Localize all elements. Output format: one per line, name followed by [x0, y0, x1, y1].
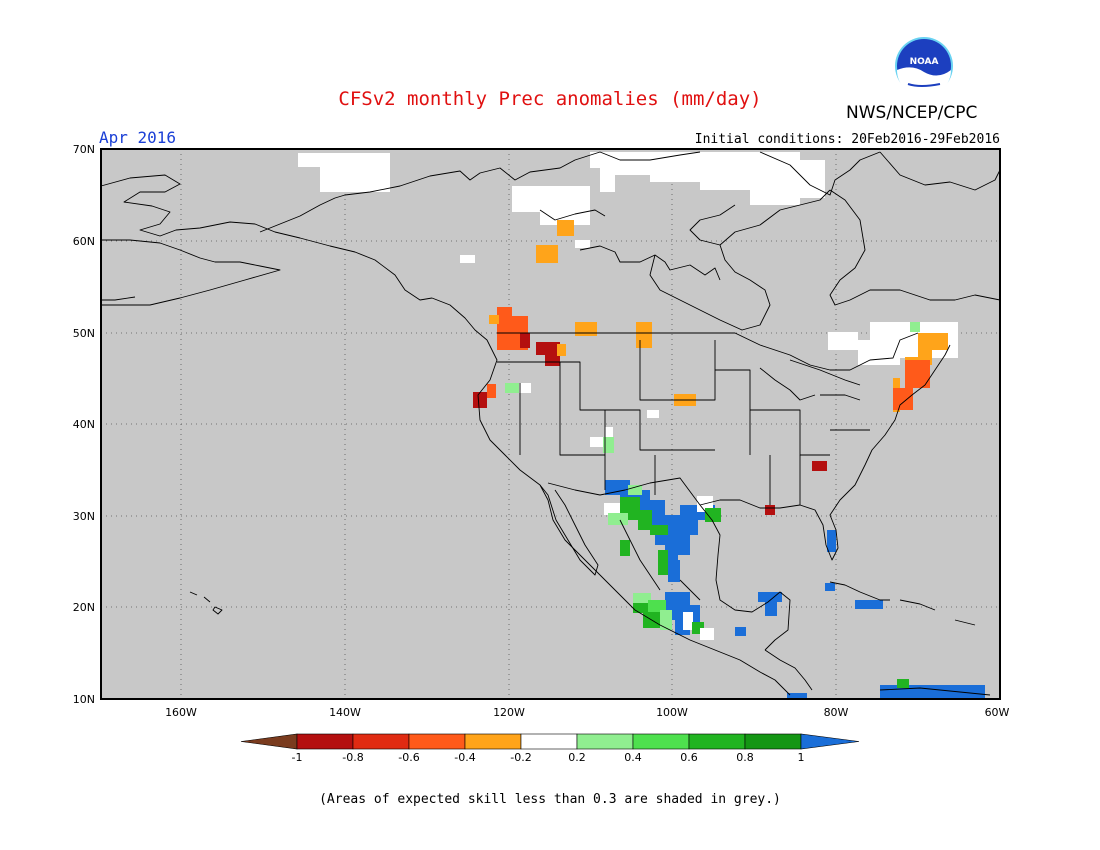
lat-label: 30N [73, 510, 95, 523]
lat-label: 50N [73, 327, 95, 340]
colorbar-tick-label: 0.6 [680, 751, 698, 764]
gridlines [101, 149, 1000, 699]
colorbar-tick-label: -0.4 [454, 751, 475, 764]
colorbar-swatch [688, 733, 746, 750]
noaa-logo: NOAA [895, 37, 953, 97]
lat-label: 60N [73, 235, 95, 248]
colorbar-tick-label: 1 [798, 751, 805, 764]
colorbar-swatch [632, 733, 690, 750]
lon-label: 80W [824, 706, 849, 719]
colorbar-tick-label: 0.4 [624, 751, 642, 764]
colorbar-swatch [520, 733, 578, 750]
colorbar-swatch [744, 733, 802, 750]
map-background [101, 149, 1000, 699]
logo-text: NOAA [910, 57, 939, 67]
longitude-labels: 160W 140W 120W 100W 80W 60W [165, 706, 1009, 719]
lon-label: 140W [329, 706, 361, 719]
colorbar-swatch [408, 733, 466, 750]
lon-label: 60W [985, 706, 1010, 719]
colorbar-swatch [464, 733, 522, 750]
colorbar-tick-label: -0.8 [342, 751, 363, 764]
colorbar-arrow-low [240, 733, 298, 750]
initial-conditions: Initial conditions: 20Feb2016-29Feb2016 [694, 132, 1000, 147]
lat-label: 70N [73, 143, 95, 156]
anomaly-cells [298, 152, 985, 699]
lon-label: 120W [493, 706, 525, 719]
lat-label: 40N [73, 418, 95, 431]
latitude-labels: 70N 60N 50N 40N 30N 20N 10N [73, 143, 95, 706]
lon-label: 100W [656, 706, 688, 719]
lat-label: 10N [73, 693, 95, 706]
lon-label: 160W [165, 706, 197, 719]
page-title: CFSv2 monthly Prec anomalies (mm/day) [338, 88, 762, 110]
colorbar-tick-label: 0.8 [736, 751, 754, 764]
colorbar-tick-label: -0.6 [398, 751, 419, 764]
colorbar-arrow-high [800, 733, 860, 750]
map-frame [100, 148, 1001, 700]
skill-footnote: (Areas of expected skill less than 0.3 a… [319, 792, 781, 807]
colorbar-tick-label: 0.2 [568, 751, 586, 764]
lat-label: 20N [73, 601, 95, 614]
organization-label: NWS/NCEP/CPC [846, 103, 978, 123]
colorbar-swatch [296, 733, 354, 750]
forecast-month: Apr 2016 [99, 128, 177, 147]
coastlines [100, 151, 1001, 696]
colorbar: -1 -0.8 -0.6 -0.4 -0.2 0.2 0.4 0.6 0.8 1 [240, 733, 860, 764]
colorbar-swatch [576, 733, 634, 750]
colorbar-tick-label: -1 [292, 751, 303, 764]
colorbar-tick-label: -0.2 [510, 751, 531, 764]
colorbar-swatch [352, 733, 410, 750]
